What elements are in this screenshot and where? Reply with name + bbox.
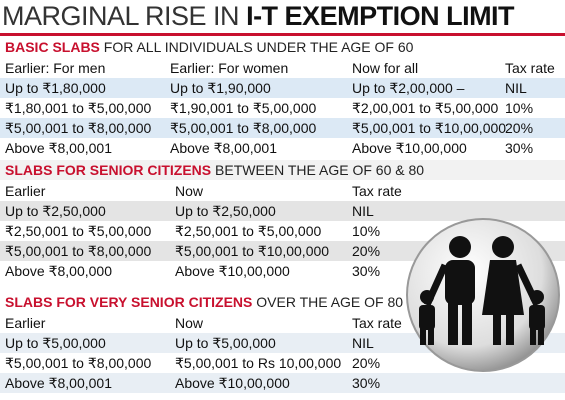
- table-cell: ₹5,00,001 to ₹8,00,000: [5, 120, 152, 136]
- column-header: Earlier: For men: [5, 60, 106, 76]
- table-cell: Above ₹8,00,001: [5, 375, 112, 391]
- table-row: ₹2,50,001 to ₹5,00,000 ₹2,50,001 to ₹5,00…: [0, 221, 565, 241]
- title-light: MARGINAL RISE IN: [2, 1, 240, 31]
- table-cell: 10%: [352, 223, 381, 239]
- table-cell: Up to ₹2,00,000 –: [352, 80, 465, 96]
- table-cell: Up to ₹2,50,000: [175, 203, 276, 219]
- heading-bold: BASIC SLABS: [5, 39, 100, 55]
- column-header: Tax rate: [352, 315, 402, 331]
- heading-bold: SLABS FOR SENIOR CITIZENS: [5, 162, 212, 178]
- table-cell: ₹2,00,001 to ₹5,00,000: [352, 100, 499, 116]
- table-cell: Above ₹8,00,001: [170, 140, 277, 156]
- table-cell: Above ₹10,00,000: [175, 263, 290, 279]
- column-header: Tax rate: [352, 183, 402, 199]
- heading-rest: BETWEEN THE AGE OF 60 & 80: [215, 162, 425, 178]
- table-cell: ₹5,00,001 to Rs 10,00,000: [175, 355, 342, 371]
- column-header: Now: [175, 183, 204, 199]
- table-cell: 30%: [352, 263, 381, 279]
- heading-rest: OVER THE AGE OF 80: [256, 294, 404, 310]
- title: MARGINAL RISE IN I-T EXEMPTION LIMIT: [2, 0, 563, 32]
- section-heading: SLABS FOR SENIOR CITIZENS BETWEEN THE AG…: [0, 160, 565, 180]
- column-header: Earlier: For women: [170, 60, 289, 76]
- title-bold: I-T EXEMPTION LIMIT: [246, 1, 515, 31]
- column-header: Earlier: [5, 183, 46, 199]
- table-cell: ₹1,90,001 to ₹5,00,000: [170, 100, 317, 116]
- table-row: ₹5,00,001 to ₹8,00,000 ₹5,00,001 to Rs 10…: [0, 353, 565, 373]
- table-cell: 20%: [505, 120, 534, 136]
- column-header: Earlier: [5, 315, 46, 331]
- table-cell: NIL: [505, 80, 527, 96]
- table-cell: 30%: [505, 140, 534, 156]
- table-cell: 30%: [352, 375, 381, 391]
- column-header-row: Earlier: For men Earlier: For women Now fo…: [0, 58, 565, 79]
- table-cell: 10%: [505, 100, 534, 116]
- table-cell: ₹5,00,001 to ₹8,00,000: [5, 243, 152, 259]
- table-cell: Up to ₹5,00,000: [5, 335, 106, 351]
- table-cell: NIL: [352, 203, 374, 219]
- table-cell: ₹5,00,001 to ₹10,00,000: [352, 120, 507, 136]
- heading-bold: SLABS FOR VERY SENIOR CITIZENS: [5, 294, 253, 310]
- section-heading: BASIC SLABS FOR ALL INDIVIDUALS UNDER TH…: [0, 37, 565, 57]
- table-row: Above ₹8,00,001 Above ₹10,00,000 30%: [0, 373, 565, 393]
- column-header: Now for all: [352, 60, 419, 76]
- table-cell: ₹5,00,001 to ₹8,00,000: [5, 355, 152, 371]
- table-row: Up to ₹1,80,000 Up to ₹1,90,000 Up to ₹2,0…: [0, 78, 565, 98]
- column-header: Now: [175, 315, 204, 331]
- table-cell: ₹2,50,001 to ₹5,00,000: [5, 223, 152, 239]
- table-cell: ₹5,00,001 to ₹10,00,000: [175, 243, 330, 259]
- table-cell: Up to ₹1,80,000: [5, 80, 106, 96]
- table-cell: ₹1,80,001 to ₹5,00,000: [5, 100, 152, 116]
- table-cell: Above ₹10,00,000: [175, 375, 290, 391]
- table-row: ₹1,80,001 to ₹5,00,000 ₹1,90,001 to ₹5,00…: [0, 98, 565, 118]
- table-cell: 20%: [352, 243, 381, 259]
- table-row: Up to ₹2,50,000 Up to ₹2,50,000 NIL: [0, 201, 565, 221]
- table-row: Above ₹8,00,001 Above ₹8,00,001 Above ₹10,…: [0, 138, 565, 158]
- table-cell: Above ₹8,00,000: [5, 263, 112, 279]
- table-cell: 20%: [352, 355, 381, 371]
- heading-rest: FOR ALL INDIVIDUALS UNDER THE AGE OF 60: [103, 39, 414, 55]
- table-cell: NIL: [352, 335, 374, 351]
- family-icon: [406, 218, 560, 372]
- table-row: ₹5,00,001 to ₹8,00,000 ₹5,00,001 to ₹8,00…: [0, 118, 565, 138]
- table-cell: Up to ₹5,00,000: [175, 335, 276, 351]
- table-cell: Above ₹10,00,000: [352, 140, 467, 156]
- title-rule: [0, 33, 565, 36]
- column-header-row: Earlier Now Tax rate: [0, 181, 565, 202]
- table-cell: Up to ₹1,90,000: [170, 80, 271, 96]
- table-cell: ₹5,00,001 to ₹8,00,000: [170, 120, 317, 136]
- table-cell: Above ₹8,00,001: [5, 140, 112, 156]
- table-cell: ₹2,50,001 to ₹5,00,000: [175, 223, 322, 239]
- table-cell: Up to ₹2,50,000: [5, 203, 106, 219]
- column-header: Tax rate: [505, 60, 555, 76]
